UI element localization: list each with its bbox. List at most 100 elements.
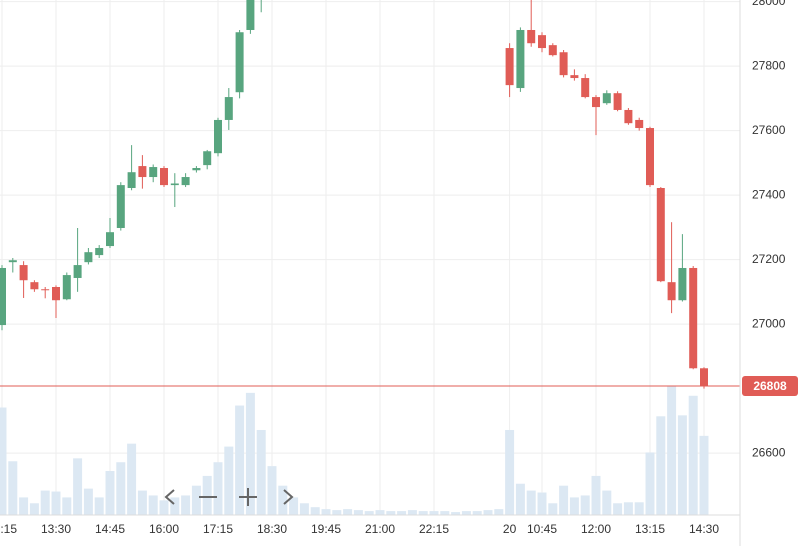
volume-bar [181, 495, 191, 515]
candle-body [235, 32, 244, 93]
candle-pane [0, 0, 740, 389]
volume-bar [0, 407, 7, 515]
volume-bar [105, 471, 115, 515]
volume-bar [548, 503, 558, 515]
candle-body [84, 252, 93, 263]
candle-body [73, 265, 82, 278]
volume-bar [51, 491, 61, 515]
candle-body [0, 267, 6, 326]
candle-body [646, 128, 654, 186]
volume-bar [332, 510, 342, 515]
x-tick-label: 17:15 [203, 522, 233, 536]
x-tick-label: 19:45 [311, 522, 341, 536]
x-tick-label: 21:00 [365, 522, 395, 536]
volume-bar [407, 510, 417, 515]
volume-bar [127, 443, 137, 515]
volume-bar [526, 490, 536, 515]
x-tick-label: 10:45 [527, 522, 557, 536]
volume-bar [159, 500, 169, 515]
candle-body [656, 188, 665, 282]
x-tick-label: 13:15 [635, 522, 665, 536]
volume-bar [397, 511, 407, 515]
volume-bar [418, 511, 428, 515]
volume-bar [191, 485, 201, 515]
volume-bar [267, 466, 277, 515]
volume-bar [537, 492, 547, 515]
x-tick-label: 14:45 [95, 522, 125, 536]
candle-body [160, 168, 168, 186]
volume-bar [515, 483, 525, 515]
volume-bar [364, 511, 374, 515]
volume-bar [321, 509, 331, 515]
volume-bar [429, 511, 439, 515]
x-tick-label: 14:30 [689, 522, 719, 536]
x-tick-label: 16:00 [149, 522, 179, 536]
x-tick-label: 18:30 [257, 522, 287, 536]
candle-body [224, 97, 233, 120]
candle-body [602, 93, 611, 104]
volume-bar [83, 488, 93, 515]
candle-body [30, 282, 39, 290]
y-tick-label: 27800 [752, 58, 786, 72]
volume-bar [472, 511, 482, 515]
candle-body [667, 282, 676, 301]
volume-bar [634, 502, 644, 515]
volume-bar [699, 435, 709, 515]
volume-bar [494, 509, 504, 515]
volume-bar [94, 497, 104, 515]
volume-bar [645, 452, 655, 515]
volume-bar [613, 503, 623, 515]
zoom-in-button[interactable] [239, 488, 257, 506]
candle-body [116, 185, 125, 228]
volume-bar [213, 462, 223, 515]
candle-body [559, 52, 568, 76]
candle-body [95, 247, 104, 256]
candle-body [149, 167, 158, 178]
volume-bar [343, 509, 353, 515]
candle-body [52, 287, 60, 301]
candle-body [538, 35, 546, 49]
volume-bar [667, 386, 677, 515]
volume-bar [278, 485, 288, 515]
volume-bar [310, 507, 320, 515]
candle-body [8, 260, 17, 263]
volume-bar [148, 495, 158, 515]
candle-body [613, 93, 622, 110]
candle-body [181, 177, 190, 186]
volume-bar [451, 512, 461, 515]
candle-body [592, 97, 600, 108]
candle-body [19, 265, 28, 281]
volume-bar [580, 495, 590, 515]
volume-bar [29, 503, 39, 515]
x-tick-label: 12:15 [0, 522, 17, 536]
scroll-left-button[interactable] [164, 489, 175, 505]
candle-body [624, 109, 633, 124]
labels: 26600 27000 27200 27400 27600 27800 28000 12:15… [0, 0, 798, 536]
candle-body [527, 29, 536, 44]
scroll-right-button[interactable] [283, 489, 294, 505]
y-tick-label: 27600 [752, 123, 786, 137]
candle-body [62, 275, 71, 300]
y-tick-label: 27200 [752, 252, 786, 266]
zoom-controls [164, 488, 294, 506]
volume-bar [386, 511, 396, 515]
volume-bar [559, 485, 569, 515]
candle-body [214, 119, 222, 154]
candle-body [635, 119, 644, 129]
y-tick-label: 27400 [752, 187, 786, 201]
x-tick-label: 12:00 [581, 522, 611, 536]
y-tick-label: 27000 [752, 316, 786, 330]
volume-bar [40, 490, 50, 515]
volume-bar [224, 446, 234, 515]
volume-bar [440, 511, 450, 515]
last-price-tag [742, 376, 798, 397]
volume-bar [8, 461, 18, 515]
candle-body [170, 183, 179, 186]
grid [0, 0, 740, 515]
candle-body [505, 48, 514, 86]
volume-bar [688, 395, 698, 515]
volume-bar [116, 462, 126, 515]
volume-bar [656, 416, 666, 515]
y-tick-label: 26600 [752, 445, 786, 459]
candle-body [106, 232, 114, 247]
